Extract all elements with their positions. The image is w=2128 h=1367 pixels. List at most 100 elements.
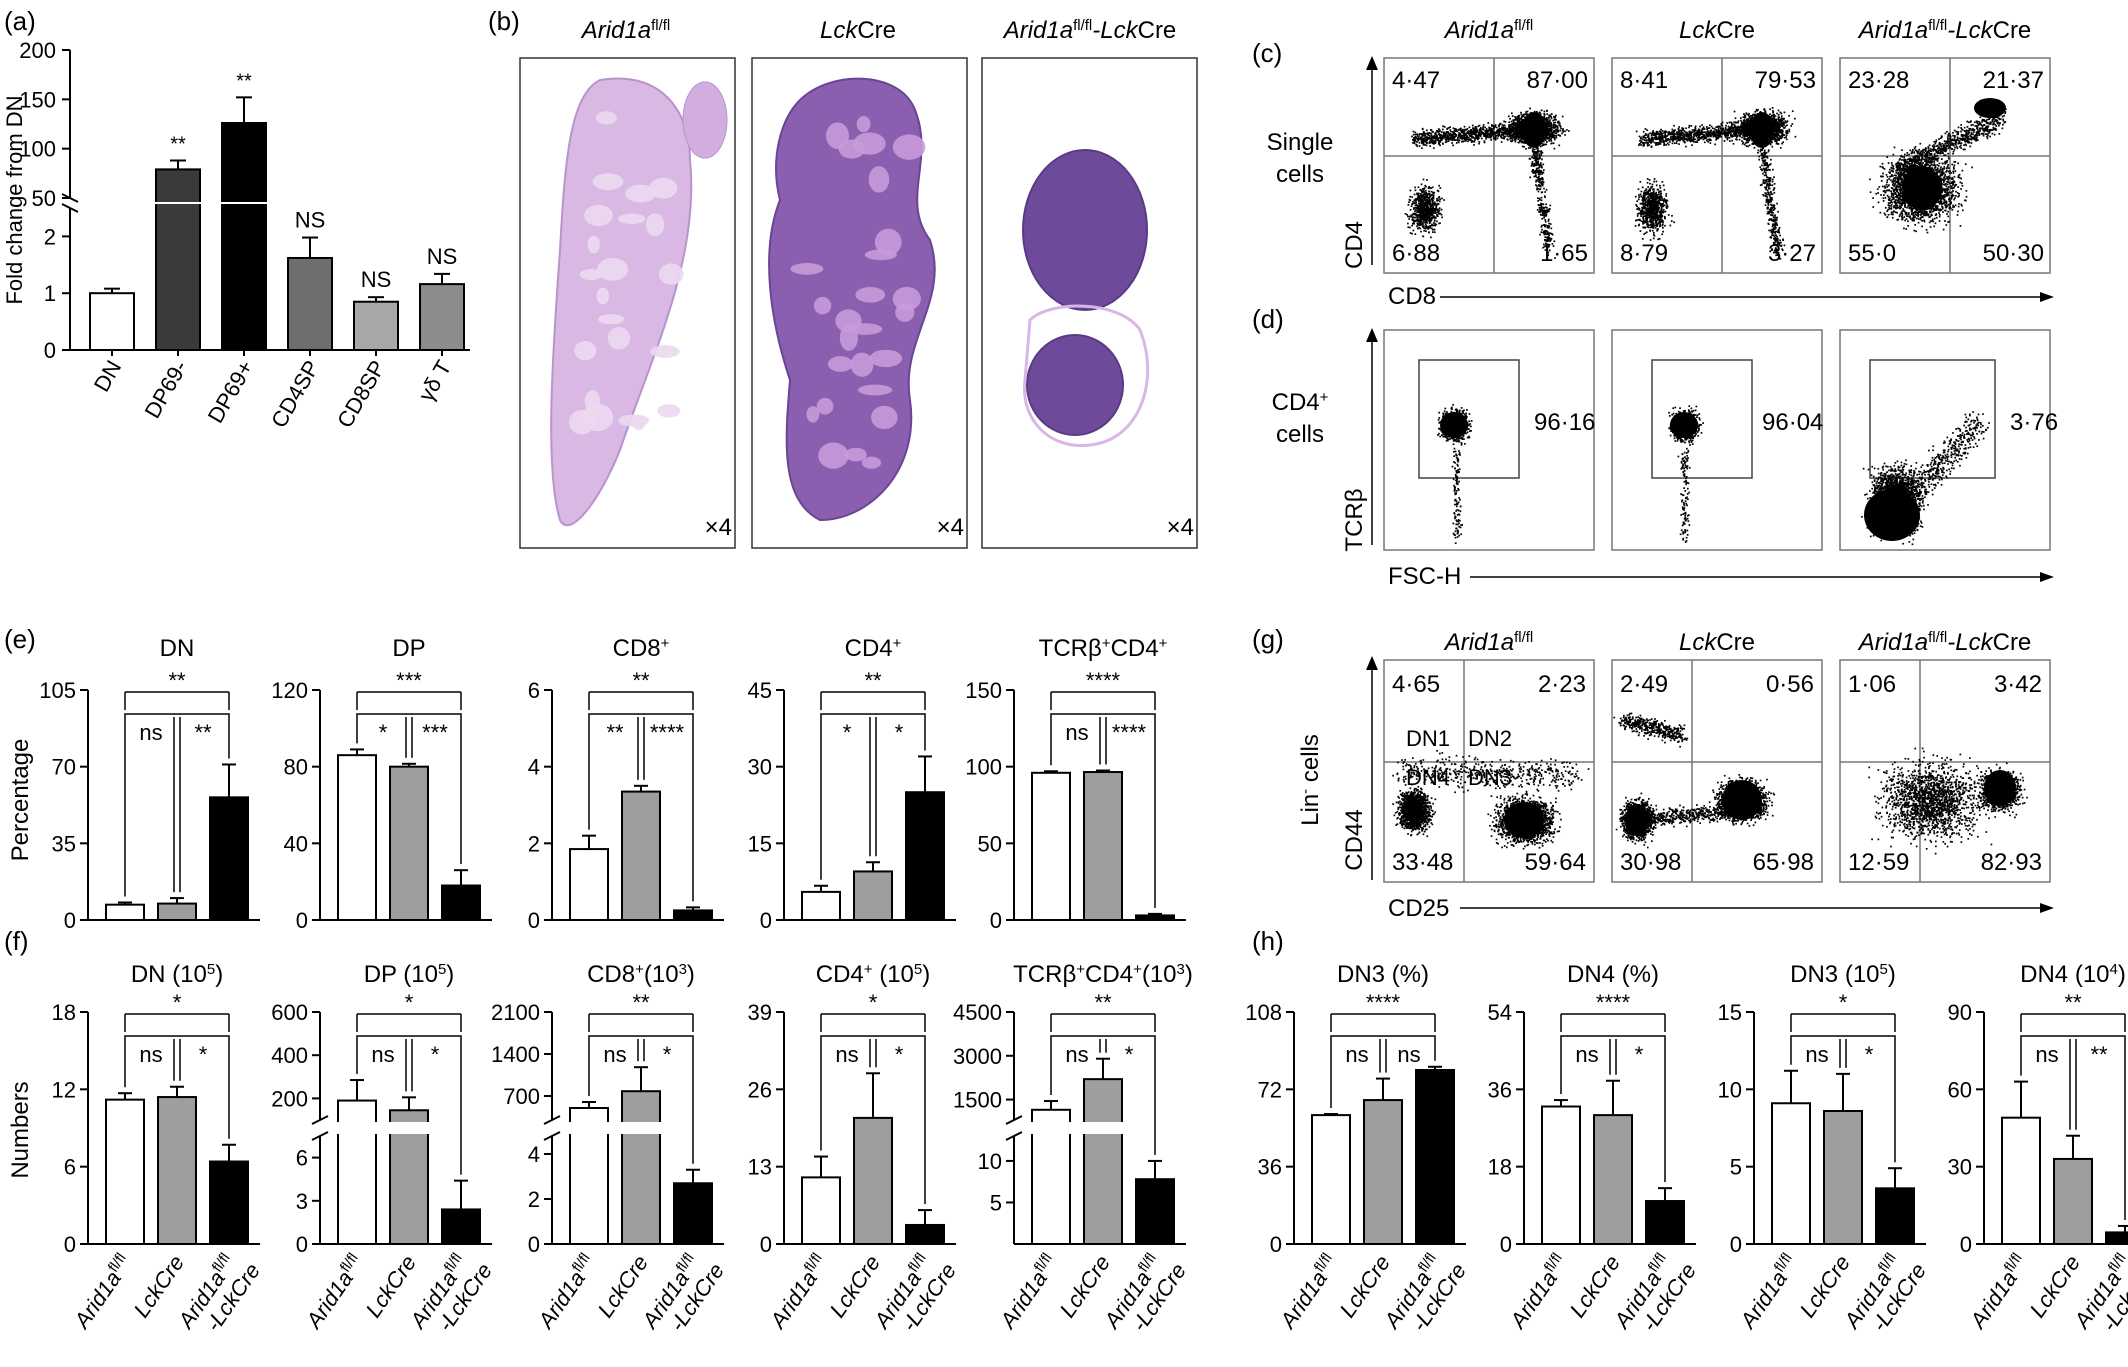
- dense-population-icon: [1670, 412, 1698, 438]
- quadrant-percent: 0·56: [1766, 671, 1814, 698]
- quadrant-percent: 2·49: [1620, 671, 1668, 698]
- row-label: CD4+: [1272, 389, 1329, 417]
- label-part: DP (10: [364, 961, 438, 988]
- significance-label: ns: [2035, 1042, 2058, 1067]
- subset-label: DN4: [1406, 765, 1450, 790]
- label-part: +: [1159, 635, 1168, 652]
- significance-label: *: [1865, 1042, 1874, 1067]
- bar-break-gap: [154, 202, 202, 204]
- bar: [1876, 1188, 1914, 1244]
- label-part: +: [864, 961, 873, 978]
- panel-label-b: (b): [488, 6, 520, 36]
- medulla-spot-icon: [845, 448, 867, 462]
- medulla-spot-icon: [597, 288, 609, 305]
- y-tick-label: 100: [965, 755, 1002, 780]
- arrow-head-icon: [2040, 903, 2054, 913]
- medulla-spot-icon: [584, 205, 613, 226]
- label-part: cells: [1297, 734, 1324, 782]
- label-part: Arid1a: [68, 1266, 126, 1334]
- label-part: Arid1a: [1274, 1266, 1332, 1334]
- x-tick-label: DN: [89, 356, 127, 396]
- bar: [420, 284, 464, 350]
- significance-label: ****: [1596, 990, 1631, 1015]
- medulla-spot-icon: [857, 116, 871, 132]
- magnification-label: ×4: [1167, 514, 1194, 541]
- x-tick-label: Arid1afl/fl: [1733, 1250, 1803, 1335]
- y-tick-label: 30: [1948, 1155, 1972, 1180]
- significance-label: **: [194, 720, 212, 745]
- label-part: Lin: [1297, 794, 1324, 826]
- significance-label: ***: [422, 720, 448, 745]
- significance-label: **: [2064, 990, 2082, 1015]
- bar: [2054, 1159, 2092, 1244]
- bar: [1772, 1103, 1810, 1244]
- quadrant-percent: 1·06: [1848, 671, 1896, 698]
- y-tick-label: 45: [748, 678, 772, 703]
- bar: [854, 1118, 892, 1244]
- y-tick-label: 4500: [953, 1000, 1002, 1025]
- label-part: fl/fl: [651, 17, 670, 34]
- y-tick-label: 54: [1488, 1000, 1512, 1025]
- label-part: CD8: [613, 635, 661, 662]
- significance-label: ns: [1065, 1042, 1088, 1067]
- y-tick-label: 30: [748, 755, 772, 780]
- x-tick-label: CD8SP: [332, 356, 390, 432]
- medulla-spot-icon: [649, 178, 677, 199]
- y-tick-label: 2100: [491, 1000, 540, 1025]
- y-tick-label: 700: [503, 1084, 540, 1109]
- quadrant-percent: 8·79: [1620, 240, 1668, 267]
- bar: [1416, 1070, 1454, 1244]
- label-part: 4: [2110, 961, 2118, 978]
- y-tick-label: 400: [271, 1043, 308, 1068]
- medulla-spot-icon: [865, 249, 897, 260]
- y-tick-label: 0: [528, 1232, 540, 1257]
- medulla-spot-icon: [855, 287, 885, 303]
- label-part: CD4: [1111, 635, 1159, 662]
- quadrant-percent: 12·59: [1848, 849, 1909, 876]
- x-tick-label: Arid1afl/fl: [1273, 1250, 1343, 1335]
- label-part: +: [661, 635, 670, 652]
- y-tick-label: 60: [1948, 1077, 1972, 1102]
- significance-label: ns: [139, 1042, 162, 1067]
- y-tick-label: 2: [528, 1187, 540, 1212]
- label-part: DN (10: [131, 961, 207, 988]
- medulla-spot-icon: [580, 269, 603, 280]
- quadrant-percent: 55·0: [1848, 240, 1896, 267]
- label-part: CD4: [1085, 961, 1133, 988]
- label-part: (10: [1142, 961, 1177, 988]
- bar-break-gap: [1081, 1122, 1125, 1134]
- thymus-lobe-icon: [683, 82, 727, 158]
- dense-population-icon: [1504, 802, 1544, 838]
- significance-label: ns: [603, 1042, 626, 1067]
- row-label: Single: [1267, 129, 1334, 156]
- label-part: ): [2118, 961, 2126, 988]
- y-tick-label: 2: [528, 831, 540, 856]
- quadrant-percent: 6·88: [1392, 240, 1440, 267]
- label-part: Arid1a: [994, 1266, 1052, 1334]
- bar: [1542, 1107, 1580, 1244]
- medulla-spot-icon: [851, 353, 874, 377]
- y-tick-label: 6: [64, 1155, 76, 1180]
- y-tick-label: 50: [32, 186, 56, 211]
- thymus-lobe-icon: [1027, 335, 1123, 435]
- label-part: [1297, 782, 1324, 789]
- chart-title: TCRβ+CD4+: [1039, 635, 1168, 663]
- label-part: -Lck: [1092, 17, 1139, 44]
- label-part: ): [1888, 961, 1896, 988]
- bar: [210, 797, 248, 920]
- y-tick-label: 108: [1245, 1000, 1282, 1025]
- significance-label: NS: [427, 244, 458, 269]
- bar: [802, 892, 840, 920]
- genotype-title: LckCre: [1679, 629, 1755, 656]
- label-part: -Lck: [1947, 17, 1994, 44]
- y-tick-label: 6: [296, 1146, 308, 1171]
- gate-percent: 96·04: [1762, 409, 1823, 436]
- significance-label: *: [199, 1042, 208, 1067]
- bar-break-gap: [619, 1122, 663, 1134]
- label-part: 5: [1880, 961, 1888, 978]
- significance-label: ns: [1575, 1042, 1598, 1067]
- y-tick-label: 200: [19, 38, 56, 63]
- label-part: Arid1a: [1504, 1266, 1562, 1334]
